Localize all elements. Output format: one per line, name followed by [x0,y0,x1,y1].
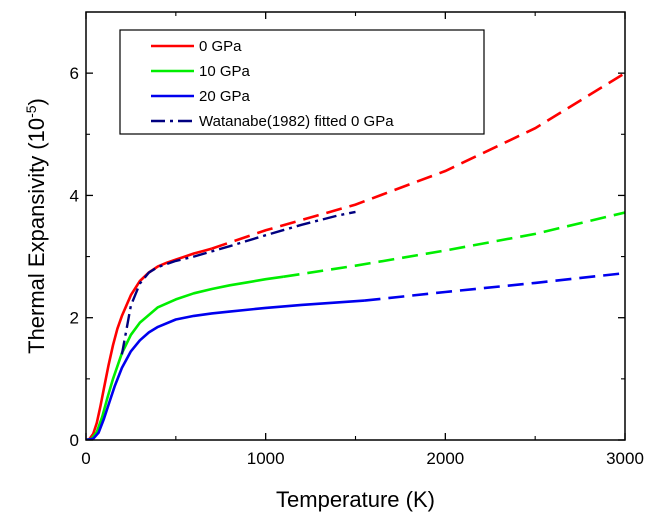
series-line-10-gpa-dashed [283,211,625,278]
x-tick-label: 3000 [606,449,644,468]
y-axis-label-main: Thermal Expansivity (10 [24,118,49,354]
legend-label-10-gpa: 10 GPa [199,63,251,80]
y-axis-label-suffix: ) [24,98,49,105]
series-line-0-gpa-solid [86,247,213,440]
x-tick-label: 1000 [247,449,285,468]
y-tick-label: 4 [70,186,79,205]
x-tick-label: 2000 [426,449,464,468]
series-line-10-gpa-solid [86,275,284,440]
series-layer [86,71,625,440]
y-tick-label: 2 [70,309,79,328]
y-axis-label-exponent: -5 [23,105,39,118]
legend-box [119,29,485,135]
legend-label-0-gpa: 0 GPa [199,38,242,55]
x-tick-label: 0 [81,449,90,468]
y-tick-label: 6 [70,64,79,83]
y-axis-label: Thermal Expansivity (10-5) [23,98,49,354]
series-line-20-gpa-dashed [364,271,625,302]
series-line-watanabe-1982-fitted-0-gpa [120,210,356,355]
x-axis-label: Temperature (K) [276,487,435,512]
series-line-0-gpa-dashed [211,71,625,250]
series-line-20-gpa-solid [86,299,365,440]
legend: 0 GPa 10 GPa 20 GPa Watanabe(1982) fitted 0… [119,29,485,135]
legend-label-20-gpa: 20 GPa [199,88,251,105]
y-tick-label: 0 [70,431,79,450]
legend-label-watanabe-1982-fitted-0-gpa: Watanabe(1982) fitted 0 GPa [199,113,394,130]
ticks-layer: 0 1000 2000 3000 0 2 4 6 [70,12,644,468]
labels-layer: Temperature (K) Thermal Expansivity (10-… [23,98,435,512]
